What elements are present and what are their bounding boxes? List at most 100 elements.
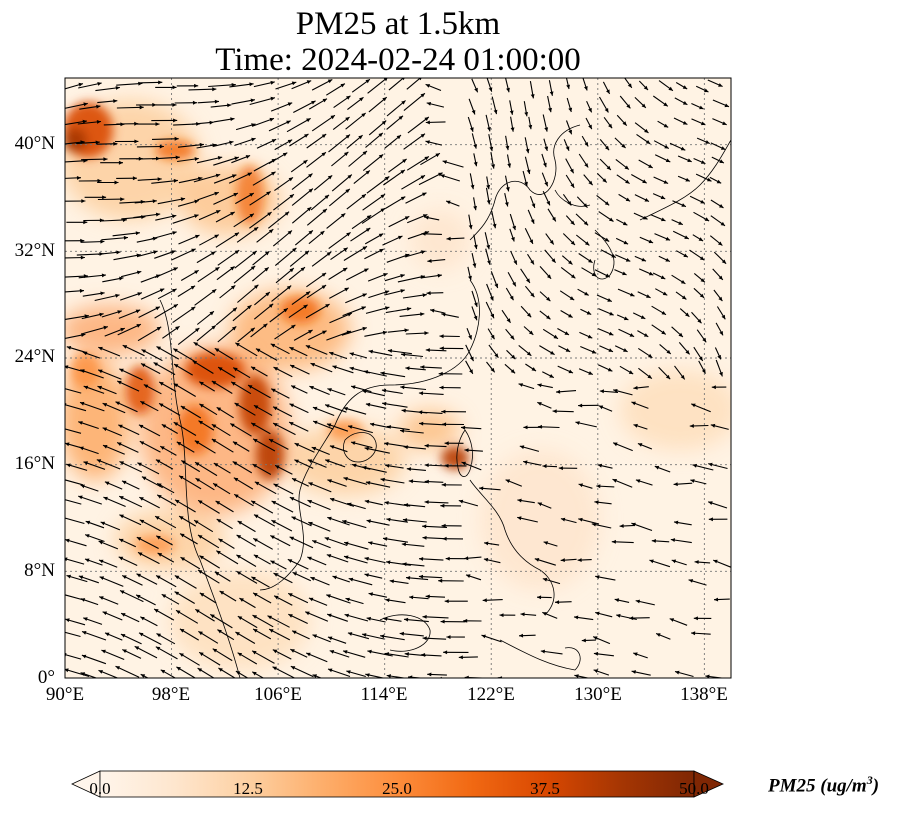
wind-arrowhead xyxy=(65,668,69,673)
wind-arrowhead xyxy=(286,120,291,125)
wind-arrowhead xyxy=(402,562,407,567)
wind-arrow xyxy=(80,369,104,379)
lon-tick-114e: 114°E xyxy=(360,684,408,705)
wind-arrowhead xyxy=(720,221,725,226)
wind-arrowhead xyxy=(132,176,137,181)
wind-arrowhead xyxy=(482,598,487,603)
wind-arrowhead xyxy=(289,347,294,351)
wind-arrowhead xyxy=(349,352,354,357)
wind-arrowhead xyxy=(155,212,161,217)
lat-tick-24n: 24°N xyxy=(14,346,55,367)
wind-arrowhead xyxy=(78,421,83,425)
wind-arrowhead xyxy=(198,570,203,574)
wind-arrowhead xyxy=(523,460,528,465)
wind-arrowhead xyxy=(719,331,723,336)
wind-arrowhead xyxy=(270,535,275,540)
colorbar-label: PM25 (ug/m3) xyxy=(768,773,879,797)
wind-arrowhead xyxy=(117,442,122,446)
wind-arrowhead xyxy=(400,289,405,293)
wind-arrowhead xyxy=(386,425,392,429)
wind-arrowhead xyxy=(161,594,167,598)
wind-arrow xyxy=(171,248,196,261)
wind-arrowhead xyxy=(120,634,126,638)
wind-arrowhead xyxy=(593,636,598,640)
wind-arrow xyxy=(119,590,144,603)
wind-arrowhead xyxy=(253,554,259,559)
wind-arrow xyxy=(196,156,223,164)
wind-arrowhead xyxy=(403,503,409,507)
wind-arrowhead xyxy=(329,445,335,449)
lon-tick-130e: 130°E xyxy=(574,684,622,705)
wind-arrow xyxy=(151,156,180,160)
wind-arrowhead xyxy=(558,466,563,471)
wind-arrowhead xyxy=(327,388,332,392)
wind-arrowhead xyxy=(588,124,592,130)
wind-arrowhead xyxy=(312,674,317,678)
wind-arrowhead xyxy=(233,193,238,197)
wind-arrowhead xyxy=(347,502,352,507)
wind-arrowhead xyxy=(553,334,558,339)
wind-arrowhead xyxy=(330,497,335,502)
wind-arrowhead xyxy=(438,371,443,376)
wind-arrowhead xyxy=(78,575,84,580)
wind-arrowhead xyxy=(190,306,196,311)
wind-arrowhead xyxy=(217,629,222,634)
wind-arrow xyxy=(362,153,384,172)
wind-arrowhead xyxy=(251,366,256,371)
wind-arrowhead xyxy=(446,236,451,241)
wind-arrow xyxy=(328,231,351,250)
wind-arrowhead xyxy=(631,522,636,527)
wind-arrowhead xyxy=(570,220,575,225)
wind-arrowhead xyxy=(463,618,468,623)
wind-arrow xyxy=(251,671,265,678)
wind-arrowhead xyxy=(173,304,178,308)
wind-arrowhead xyxy=(378,154,384,159)
wind-arrowhead xyxy=(195,234,200,239)
wind-arrow xyxy=(65,388,82,394)
wind-arrowhead xyxy=(329,650,335,654)
wind-arrowhead xyxy=(386,674,391,678)
wind-arrow xyxy=(251,650,275,664)
wind-arrowhead xyxy=(105,632,110,637)
wind-arrowhead xyxy=(651,539,656,543)
wind-arrowhead xyxy=(694,560,699,564)
wind-arrowhead xyxy=(100,291,105,296)
wind-arrowhead xyxy=(174,575,180,580)
wind-arrowhead xyxy=(211,381,217,385)
wind-arrowhead xyxy=(117,310,122,314)
lat-tick-0: 0° xyxy=(37,667,55,688)
wind-arrowhead xyxy=(309,386,314,390)
wind-arrow xyxy=(133,213,161,219)
wind-arrowhead xyxy=(78,82,83,87)
wind-arrowhead xyxy=(58,386,62,390)
wind-arrow xyxy=(173,383,196,397)
wind-arrow xyxy=(101,649,125,661)
wind-arrowhead xyxy=(543,541,549,545)
wind-arrow xyxy=(286,117,311,133)
wind-arrowhead xyxy=(458,499,464,504)
wind-arrowhead xyxy=(306,652,311,657)
wind-arrowhead xyxy=(272,666,277,671)
wind-arrowhead xyxy=(364,268,369,273)
wind-arrowhead xyxy=(678,332,683,337)
wind-arrowhead xyxy=(218,367,223,371)
wind-arrowhead xyxy=(237,616,243,620)
wind-arrowhead xyxy=(287,230,292,235)
wind-arrowhead xyxy=(370,422,375,427)
wind-arrowhead xyxy=(619,524,624,528)
wind-arrowhead xyxy=(254,514,259,519)
wind-arrowhead xyxy=(687,158,692,162)
wind-arrowhead xyxy=(249,193,254,197)
wind-arrowhead xyxy=(348,577,354,582)
wind-arrowhead xyxy=(96,459,102,463)
wind-arrowhead xyxy=(273,483,278,488)
wind-arrowhead xyxy=(569,296,575,301)
wind-arrowhead xyxy=(198,631,203,636)
wind-arrow xyxy=(362,193,386,211)
wind-arrowhead xyxy=(435,153,440,158)
wind-arrowhead xyxy=(239,598,244,602)
wind-arrowhead xyxy=(171,214,177,219)
wind-arrowhead xyxy=(403,445,408,450)
wind-arrowhead xyxy=(140,674,146,678)
wind-arrowhead xyxy=(138,552,143,556)
